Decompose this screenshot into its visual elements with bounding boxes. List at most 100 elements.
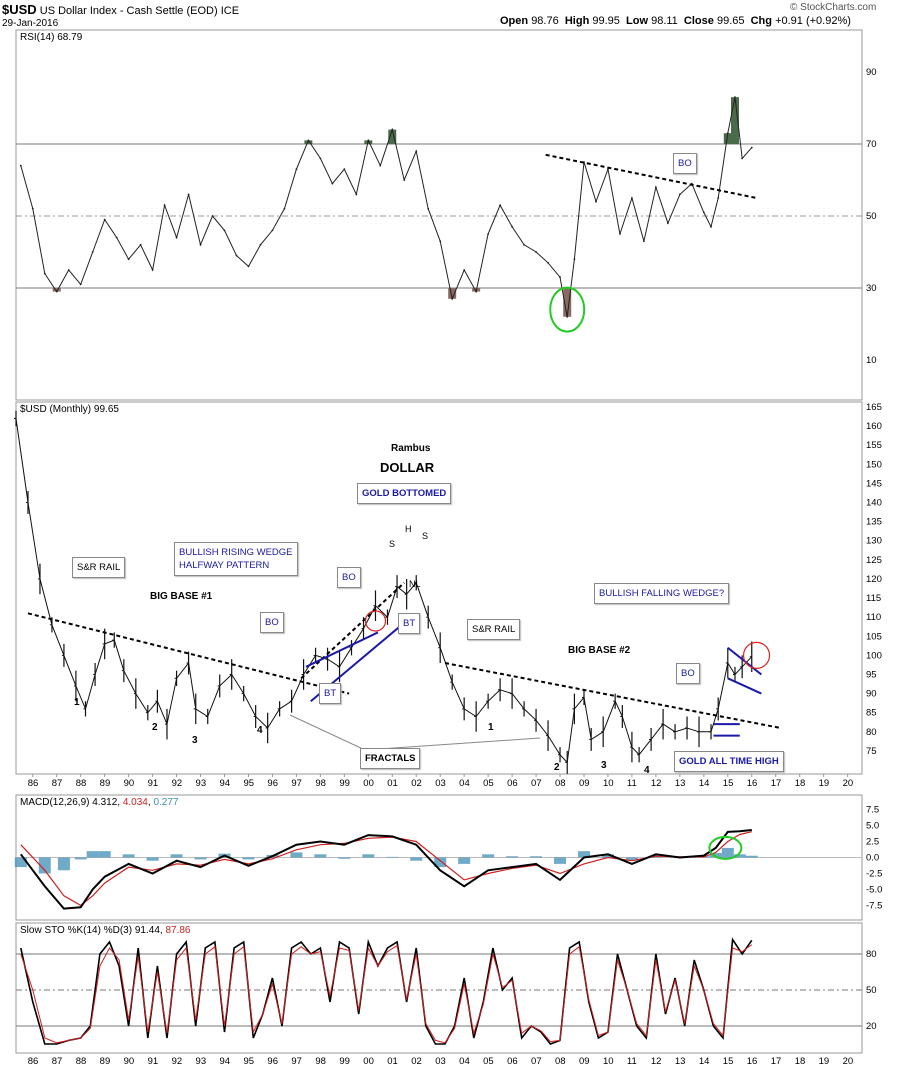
rsi-point	[379, 164, 382, 167]
rsi-point	[523, 243, 525, 246]
x-tick-label: 87	[52, 778, 63, 789]
x-tick-label: 03	[435, 778, 446, 789]
x-tick-label: 06	[507, 778, 518, 789]
macd-line	[19, 829, 752, 910]
x-tick-label: 18	[795, 778, 806, 789]
exchange: ICE	[220, 5, 240, 17]
rsi-point	[717, 197, 720, 199]
x-tick-label-bottom: 04	[459, 1056, 470, 1067]
x-tick-label-bottom: 90	[124, 1056, 135, 1067]
x-tick-label-bottom: 01	[387, 1056, 398, 1067]
rsi-point	[331, 182, 334, 185]
macd-hist-bar	[577, 851, 590, 858]
rsi-point	[750, 146, 753, 149]
rsi-tick-label: 30	[866, 283, 877, 294]
macd-title: MACD(12,26,9) 4.312, 4.034, 0.277	[20, 797, 179, 808]
rsi-point	[666, 222, 669, 225]
macd-plot: -7.5 -5.0 -2.5 0.0 2.5 5.0 7.5	[14, 805, 882, 911]
red-circle-bo	[364, 610, 387, 632]
rsi-point	[475, 290, 478, 293]
price-tick-label: 105	[866, 631, 882, 642]
x-tick-label-bottom: 19	[819, 1056, 830, 1067]
macd-hist-bar	[98, 851, 111, 858]
rsi-point	[271, 229, 274, 232]
wave-2-base-2: 2	[554, 762, 560, 773]
sr-rail-callout-1: S&R RAIL	[72, 557, 126, 578]
high-value: 99.95	[592, 15, 620, 27]
rsi-overbought-fill	[723, 133, 732, 144]
rsi-tick-label: 50	[866, 211, 877, 222]
falling-wedge-bottom	[727, 677, 762, 695]
sto-title: Slow STO %K(14) %D(3) 91.44, 87.86	[20, 925, 191, 936]
close-label: Close	[683, 15, 714, 27]
rsi-point	[391, 128, 394, 131]
macd-hist-bar	[530, 856, 543, 858]
price-tick-label: 165	[866, 402, 882, 413]
x-tick-label: 97	[291, 778, 302, 789]
macd-hist-bar	[290, 852, 303, 858]
sto-tick-label: 20	[866, 1021, 877, 1032]
rsi-point	[343, 168, 346, 171]
wave-2-base-1: 2	[152, 722, 158, 733]
x-tick-label: 07	[531, 778, 542, 789]
gold-bottomed-callout: GOLD BOTTOMED	[357, 483, 452, 504]
rsi-point	[463, 269, 466, 271]
macd-hist-bar	[74, 857, 87, 860]
rsi-point	[151, 269, 154, 271]
x-tick-label-bottom: 00	[363, 1056, 374, 1067]
rsi-point	[566, 315, 569, 318]
macd-tick-label: 7.5	[866, 805, 879, 816]
rsi-point	[199, 243, 202, 246]
price-tick-label: 120	[866, 574, 882, 585]
open-label: Open	[500, 15, 529, 27]
rsi-point	[559, 276, 561, 279]
macd-value: 4.312	[92, 797, 118, 808]
x-tick-label-bottom: 10	[603, 1056, 614, 1067]
macd-hist-bar	[194, 857, 207, 860]
rsi-point	[367, 139, 370, 142]
big-base-2-label: BIG BASE #2	[568, 645, 631, 656]
x-tick-label: 15	[723, 778, 734, 789]
rsi-value: 68.79	[57, 32, 83, 43]
bo-callout-2: BO	[260, 612, 284, 633]
x-tick-label-bottom: 20	[843, 1056, 854, 1067]
x-tick-label-bottom: 99	[339, 1056, 350, 1067]
price-tick-label: 100	[866, 650, 882, 661]
symbol-name: US Dollar Index - Cash Settle (EOD)	[39, 5, 218, 17]
x-tick-label: 92	[172, 778, 183, 789]
rsi-point	[43, 272, 46, 275]
rsi-point	[115, 236, 118, 239]
x-tick-label: 02	[411, 778, 422, 789]
wave-3-base-2: 3	[601, 760, 607, 771]
rsi-point	[499, 204, 502, 207]
rsi-point	[607, 168, 609, 171]
x-tick-label: 19	[819, 778, 830, 789]
x-tick-label-bottom: 05	[483, 1056, 494, 1067]
x-tick-label: 99	[339, 778, 350, 789]
rsi-point	[710, 225, 712, 228]
rsi-point	[163, 204, 166, 207]
rsi-oversold-fill	[563, 288, 572, 317]
x-tick-label: 91	[148, 778, 159, 789]
x-tick-label-bottom: 92	[172, 1056, 183, 1067]
gold-ath-callout: GOLD ALL TIME HIGH	[674, 751, 784, 772]
macd-signal-value: 4.034	[122, 797, 148, 808]
x-tick-label: 16	[747, 778, 758, 789]
price-title: $USD (Monthly) 99.65	[20, 404, 119, 415]
macd-hist-bar	[242, 857, 255, 860]
macd-label: MACD(12,26,9)	[20, 797, 90, 808]
rsi-point	[439, 240, 442, 243]
rsi-overbought-fill	[388, 129, 397, 144]
x-tick-label: 12	[651, 778, 662, 789]
x-tick-label: 14	[699, 778, 710, 789]
rsi-point	[427, 207, 430, 210]
x-axis: 86 86 87 87 88 88 89 89 90 90 91 91 92 92 93 93 94 94 95 95…	[28, 774, 853, 1067]
rsi-point	[547, 261, 549, 264]
watermark: © StockCharts.com	[790, 2, 877, 13]
x-tick-label-bottom: 97	[291, 1056, 302, 1067]
x-tick-label-bottom: 06	[507, 1056, 518, 1067]
rsi-point	[67, 269, 70, 271]
rsi-point	[91, 251, 94, 253]
chart-header: $USD US Dollar Index - Cash Settle (EOD)…	[2, 2, 239, 17]
rsi-point	[187, 193, 190, 196]
